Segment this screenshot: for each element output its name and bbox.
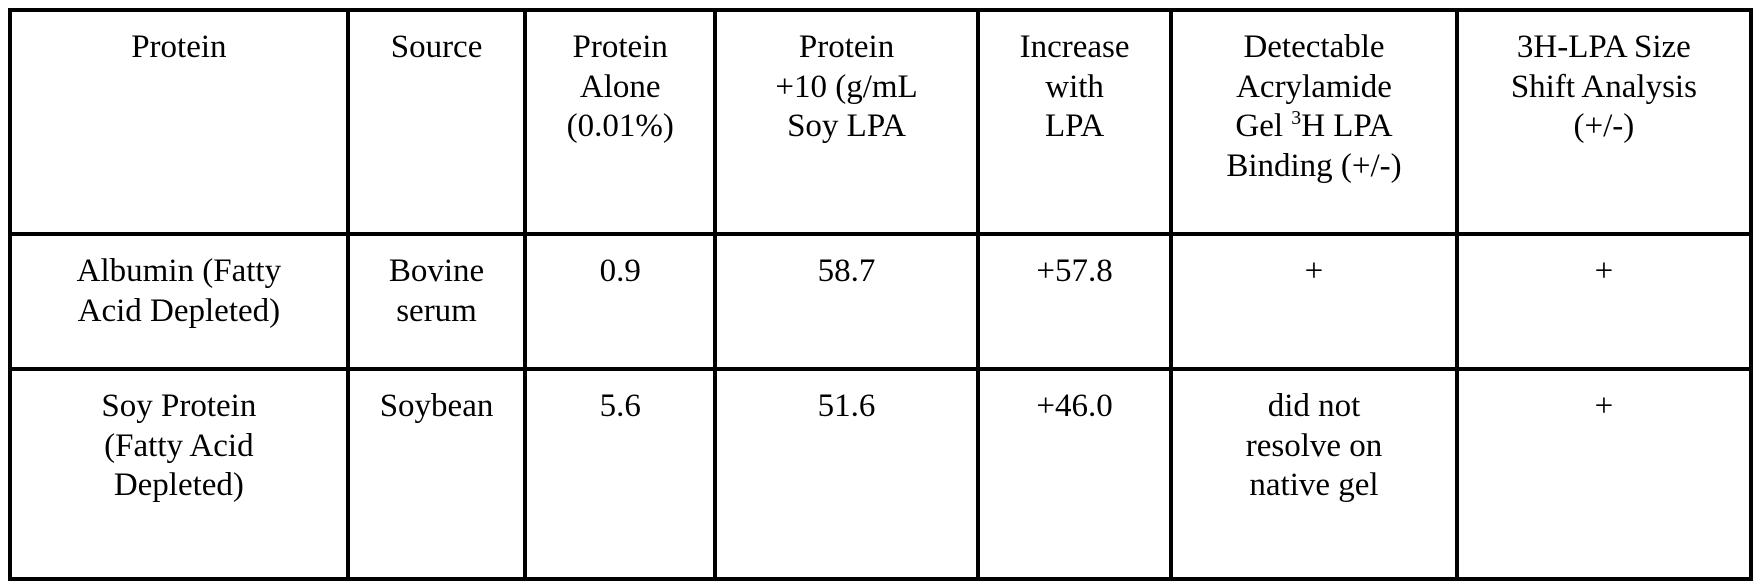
table-row: Albumin (Fatty Acid Depleted) Bovine ser… bbox=[10, 234, 1751, 369]
cell-protein-alone: 5.6 bbox=[525, 369, 715, 579]
source-value: Soybean bbox=[358, 387, 516, 427]
cell-increase: +46.0 bbox=[978, 369, 1171, 579]
header-cell-protein-alone: Protein Alone (0.01%) bbox=[525, 10, 715, 234]
header-source-text: Source bbox=[358, 28, 516, 68]
header-gel-binding-text: Detectable Acrylamide Gel 3H LPA Binding… bbox=[1181, 28, 1447, 186]
protein-plus-lpa-value: 51.6 bbox=[725, 387, 968, 427]
gel-binding-value: did not resolve on native gel bbox=[1181, 387, 1447, 506]
protein-value: Albumin (Fatty Acid Depleted) bbox=[20, 252, 338, 331]
cell-source: Bovine serum bbox=[348, 234, 526, 369]
cell-protein-alone: 0.9 bbox=[525, 234, 715, 369]
cell-source: Soybean bbox=[348, 369, 526, 579]
source-value: Bovine serum bbox=[358, 252, 516, 331]
header-protein-plus-lpa-text: Protein +10 (g/mL Soy LPA bbox=[725, 28, 968, 147]
lpa-binding-table: Protein Source Protein Alone (0.01%) Pro… bbox=[8, 8, 1753, 581]
header-cell-protein: Protein bbox=[10, 10, 348, 234]
cell-gel-binding: did not resolve on native gel bbox=[1171, 369, 1457, 579]
header-cell-size-shift: 3H-LPA Size Shift Analysis (+/-) bbox=[1457, 10, 1751, 234]
protein-value: Soy Protein (Fatty Acid Depleted) bbox=[20, 387, 338, 506]
cell-size-shift: + bbox=[1457, 234, 1751, 369]
cell-size-shift: + bbox=[1457, 369, 1751, 579]
size-shift-value: + bbox=[1467, 252, 1741, 292]
header-cell-increase: Increase with LPA bbox=[978, 10, 1171, 234]
header-protein-text: Protein bbox=[20, 28, 338, 68]
protein-alone-value: 5.6 bbox=[535, 387, 705, 427]
header-size-shift-text: 3H-LPA Size Shift Analysis (+/-) bbox=[1467, 28, 1741, 147]
header-increase-text: Increase with LPA bbox=[988, 28, 1161, 147]
header-cell-protein-plus-lpa: Protein +10 (g/mL Soy LPA bbox=[715, 10, 978, 234]
header-protein-alone-text: Protein Alone (0.01%) bbox=[535, 28, 705, 147]
header-cell-source: Source bbox=[348, 10, 526, 234]
table-row: Soy Protein (Fatty Acid Depleted) Soybea… bbox=[10, 369, 1751, 579]
gel-binding-superscript: 3 bbox=[1291, 107, 1301, 129]
protein-plus-lpa-value: 58.7 bbox=[725, 252, 968, 292]
table-container: Protein Source Protein Alone (0.01%) Pro… bbox=[8, 8, 1753, 577]
size-shift-value: + bbox=[1467, 387, 1741, 427]
cell-gel-binding: + bbox=[1171, 234, 1457, 369]
gel-binding-value: + bbox=[1181, 252, 1447, 292]
increase-value: +57.8 bbox=[988, 252, 1161, 292]
cell-protein-plus-lpa: 51.6 bbox=[715, 369, 978, 579]
cell-protein: Albumin (Fatty Acid Depleted) bbox=[10, 234, 348, 369]
cell-protein: Soy Protein (Fatty Acid Depleted) bbox=[10, 369, 348, 579]
cell-protein-plus-lpa: 58.7 bbox=[715, 234, 978, 369]
protein-alone-value: 0.9 bbox=[535, 252, 705, 292]
header-cell-gel-binding: Detectable Acrylamide Gel 3H LPA Binding… bbox=[1171, 10, 1457, 234]
header-row: Protein Source Protein Alone (0.01%) Pro… bbox=[10, 10, 1751, 234]
cell-increase: +57.8 bbox=[978, 234, 1171, 369]
increase-value: +46.0 bbox=[988, 387, 1161, 427]
